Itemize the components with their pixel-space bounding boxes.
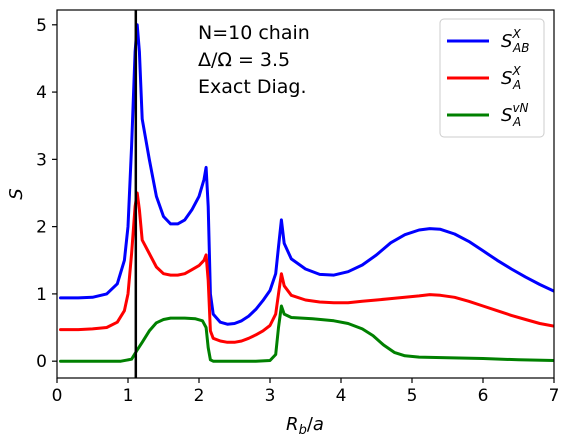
x-tick-label: 2 [194,386,205,406]
y-tick-label: 2 [36,218,47,238]
legend-label-1: SX AB [501,27,529,55]
series-layer [59,23,554,363]
legend-label-2: SX A [501,64,521,92]
x-tick-label: 7 [549,386,560,406]
series-line-2 [59,191,554,344]
y-tick-label: 3 [36,150,47,170]
annotation-line-1: N=10 chain [198,22,310,44]
series-line-3 [59,304,554,363]
x-tick-label: 5 [407,386,418,406]
plot-frame [56,9,555,379]
x-tick-label: 6 [478,386,489,406]
annotation-text: N=10 chain Δ/Ω = 3.5 Exact Diag. [198,22,310,98]
annotation-line-2: Δ/Ω = 3.5 [198,49,290,71]
y-tick-label: 1 [36,285,47,305]
y-tick-label: 4 [36,83,47,103]
x-axis-label: Rb/a [286,414,324,438]
legend-items: SX AB SX A SvN A [447,27,529,129]
x-axis: 0 1 2 3 4 5 6 7 [52,378,560,406]
y-axis-label: S [6,188,27,199]
x-tick-label: 1 [123,386,134,406]
series-line-1 [59,23,554,326]
legend-box [439,18,545,138]
legend-label-3: SvN A [501,101,529,129]
x-tick-label: 0 [52,386,63,406]
legend: SX AB SX A SvN A [439,18,545,138]
y-tick-label: 0 [36,352,47,372]
annotation-line-3: Exact Diag. [198,76,306,98]
y-axis: 0 1 2 3 4 5 [36,16,57,372]
x-tick-label: 4 [336,386,347,406]
x-tick-label: 3 [265,386,276,406]
y-tick-label: 5 [36,16,47,36]
